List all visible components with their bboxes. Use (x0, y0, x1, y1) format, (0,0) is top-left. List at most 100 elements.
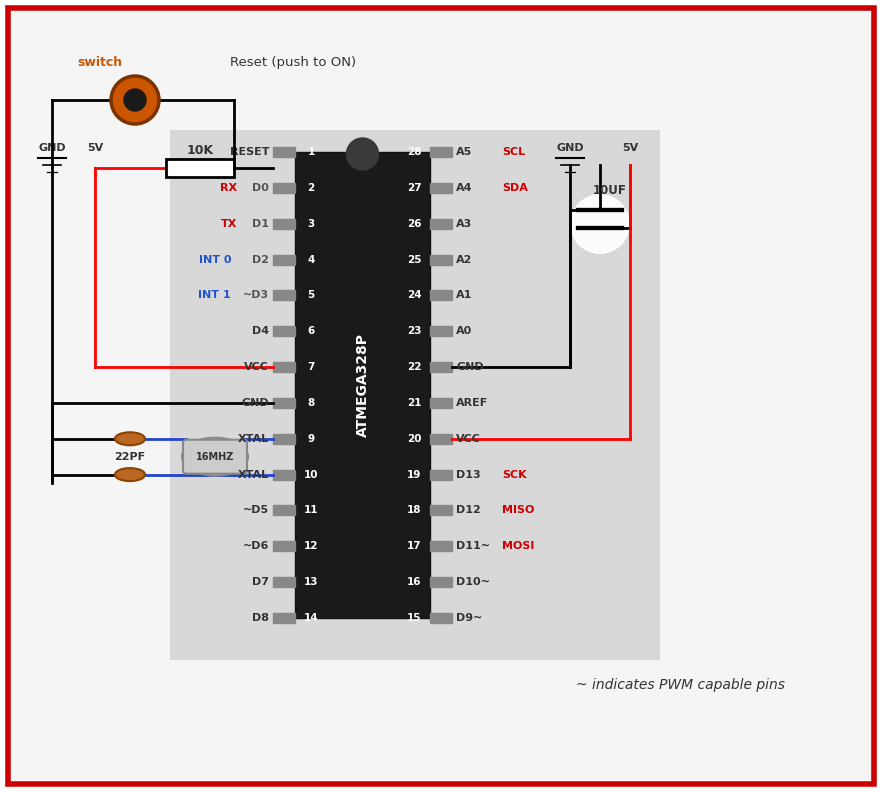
Text: INT 0: INT 0 (198, 254, 231, 265)
Text: D10~: D10~ (456, 577, 490, 587)
Text: SCL: SCL (502, 147, 525, 157)
Text: 22: 22 (407, 362, 422, 372)
Text: ~D5: ~D5 (243, 505, 269, 516)
Text: 2: 2 (307, 183, 315, 192)
Text: D7: D7 (252, 577, 269, 587)
Ellipse shape (182, 438, 248, 476)
Text: D0: D0 (252, 183, 269, 192)
FancyBboxPatch shape (273, 434, 295, 444)
Ellipse shape (115, 432, 145, 445)
Text: RESET: RESET (229, 147, 269, 157)
Text: A0: A0 (456, 326, 472, 337)
Text: A2: A2 (456, 254, 473, 265)
Circle shape (111, 76, 159, 124)
Circle shape (570, 194, 630, 254)
Text: VCC: VCC (456, 434, 481, 444)
Text: RX: RX (220, 183, 237, 192)
FancyBboxPatch shape (273, 254, 295, 265)
Text: ~D3: ~D3 (243, 291, 269, 300)
Text: 16: 16 (407, 577, 422, 587)
Text: D4: D4 (252, 326, 269, 337)
Text: XTAL: XTAL (238, 470, 269, 480)
FancyBboxPatch shape (430, 541, 452, 551)
Text: A3: A3 (456, 219, 472, 229)
FancyBboxPatch shape (430, 326, 452, 337)
Text: 8: 8 (307, 398, 315, 408)
Text: ~D6: ~D6 (243, 541, 269, 551)
Text: 17: 17 (407, 541, 422, 551)
FancyBboxPatch shape (273, 147, 295, 157)
Text: 7: 7 (307, 362, 315, 372)
Text: 14: 14 (303, 613, 318, 623)
Text: 10UF: 10UF (593, 184, 627, 196)
FancyBboxPatch shape (170, 130, 660, 660)
FancyBboxPatch shape (273, 470, 295, 480)
Text: 20: 20 (407, 434, 422, 444)
FancyBboxPatch shape (430, 577, 452, 587)
Text: 24: 24 (407, 291, 422, 300)
FancyBboxPatch shape (273, 326, 295, 337)
Text: 27: 27 (407, 183, 422, 192)
Text: D13: D13 (456, 470, 481, 480)
Text: 26: 26 (407, 219, 422, 229)
FancyBboxPatch shape (430, 398, 452, 408)
Text: D8: D8 (252, 613, 269, 623)
FancyBboxPatch shape (273, 541, 295, 551)
Text: A5: A5 (456, 147, 472, 157)
FancyBboxPatch shape (273, 505, 295, 516)
Text: GND: GND (242, 398, 269, 408)
Text: 21: 21 (407, 398, 422, 408)
Text: 19: 19 (407, 470, 422, 480)
Text: 13: 13 (303, 577, 318, 587)
Text: 25: 25 (407, 254, 422, 265)
FancyBboxPatch shape (273, 219, 295, 229)
Text: MOSI: MOSI (502, 541, 534, 551)
FancyBboxPatch shape (273, 362, 295, 372)
Text: 16MHZ: 16MHZ (196, 451, 235, 462)
Text: 15: 15 (407, 613, 422, 623)
Text: D1: D1 (252, 219, 269, 229)
FancyBboxPatch shape (183, 440, 247, 474)
Text: D11~: D11~ (456, 541, 490, 551)
Text: 10K: 10K (186, 143, 213, 157)
Text: 5: 5 (307, 291, 315, 300)
Text: TX: TX (220, 219, 237, 229)
FancyBboxPatch shape (430, 183, 452, 192)
Text: 28: 28 (407, 147, 422, 157)
FancyBboxPatch shape (430, 147, 452, 157)
Text: 3: 3 (307, 219, 315, 229)
Text: GND: GND (38, 143, 66, 153)
FancyBboxPatch shape (430, 613, 452, 623)
Text: 23: 23 (407, 326, 422, 337)
Ellipse shape (115, 468, 145, 481)
Text: ~ indicates PWM capable pins: ~ indicates PWM capable pins (575, 678, 784, 692)
Text: 22PF: 22PF (115, 451, 146, 462)
Text: D9~: D9~ (456, 613, 482, 623)
Circle shape (347, 138, 378, 170)
Text: XTAL: XTAL (238, 434, 269, 444)
Text: SCK: SCK (502, 470, 527, 480)
Text: GND: GND (557, 143, 584, 153)
FancyBboxPatch shape (273, 398, 295, 408)
Text: 11: 11 (303, 505, 318, 516)
Text: 12: 12 (303, 541, 318, 551)
Text: 1: 1 (307, 147, 315, 157)
Text: 6: 6 (307, 326, 315, 337)
Text: MISO: MISO (502, 505, 534, 516)
FancyBboxPatch shape (430, 291, 452, 300)
Text: SDA: SDA (502, 183, 527, 192)
Text: D12: D12 (456, 505, 481, 516)
FancyBboxPatch shape (430, 505, 452, 516)
Text: D2: D2 (252, 254, 269, 265)
Text: Reset (push to ON): Reset (push to ON) (230, 55, 356, 68)
FancyBboxPatch shape (430, 254, 452, 265)
FancyBboxPatch shape (430, 434, 452, 444)
Bar (166, 159, 234, 177)
Text: 9: 9 (308, 434, 315, 444)
FancyBboxPatch shape (430, 470, 452, 480)
Text: A1: A1 (456, 291, 473, 300)
Text: VCC: VCC (244, 362, 269, 372)
FancyBboxPatch shape (273, 577, 295, 587)
FancyBboxPatch shape (273, 183, 295, 192)
Text: GND: GND (456, 362, 483, 372)
